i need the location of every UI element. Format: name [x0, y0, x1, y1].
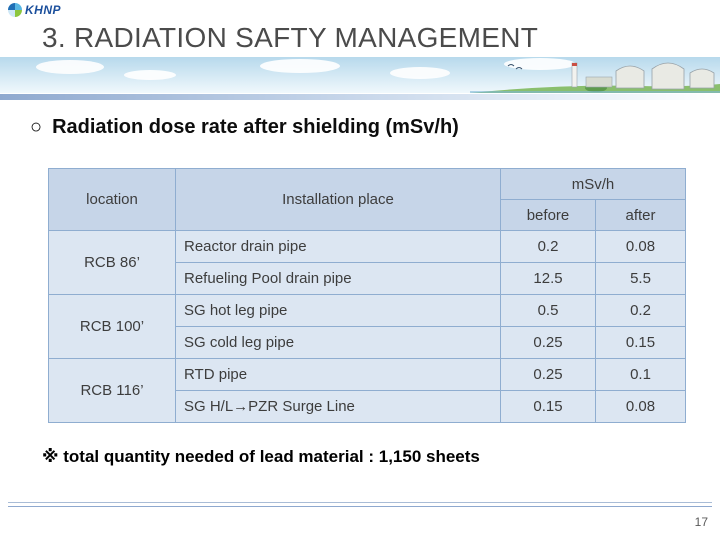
table-row: Refueling Pool drain pipe 12.5 5.5	[49, 262, 687, 295]
table-row: RCB 86’ Reactor drain pipe 0.2 0.08	[48, 230, 687, 295]
after-cell: 0.1	[594, 358, 687, 391]
section-heading-text: Radiation dose rate after shielding (mSv…	[52, 116, 459, 138]
water-shape	[470, 91, 720, 93]
after-cell: 0.2	[594, 294, 687, 327]
after-cell: 5.5	[594, 262, 687, 295]
dose-table: location Installation place mSv/h before…	[48, 168, 687, 423]
table-header-row: location Installation place mSv/h	[48, 168, 687, 231]
dose-table-body: RCB 86’ Reactor drain pipe 0.2 0.08 Refuelin…	[48, 230, 687, 423]
cloud-shapes	[36, 58, 576, 80]
header-place: Installation place	[175, 168, 501, 231]
place-cell: SG H/L→PZR Surge Line	[175, 390, 501, 423]
before-cell: 0.25	[500, 326, 596, 359]
header-before: before	[500, 199, 596, 231]
chimney-icon	[571, 62, 578, 88]
footnote: ※ total quantity needed of lead material…	[42, 447, 480, 466]
plant-building	[585, 76, 613, 88]
place-cell: SG cold leg pipe	[175, 326, 501, 359]
before-cell: 0.5	[500, 294, 596, 327]
containment-dome-icon	[615, 62, 715, 90]
header-unit: mSv/h	[499, 168, 687, 200]
table-row: SG H/L→PZR Surge Line 0.15 0.08	[49, 390, 687, 423]
logo-icon	[8, 3, 22, 17]
header-location: location	[48, 168, 176, 231]
before-cell: 12.5	[500, 262, 596, 295]
place-cell: SG hot leg pipe	[175, 294, 501, 327]
khnp-logo: KHNP	[8, 3, 61, 17]
circle-bullet-icon: ○	[30, 116, 43, 138]
footer-divider-top	[8, 502, 712, 503]
banner-divider	[0, 94, 720, 100]
before-cell: 0.2	[500, 230, 596, 263]
header-after: after	[594, 199, 687, 231]
logo-text: KHNP	[25, 3, 62, 17]
place-cell: RTD pipe	[175, 358, 501, 391]
footer-divider-bottom	[8, 506, 712, 507]
table-row: SG cold leg pipe 0.25 0.15	[49, 326, 687, 359]
plant-banner-illustration	[0, 57, 720, 93]
before-cell: 0.25	[500, 358, 596, 391]
location-cell: RCB 86’	[48, 230, 176, 295]
place-cell: Reactor drain pipe	[175, 230, 501, 263]
slide-title: 3. RADIATION SAFTY MANAGEMENT	[42, 22, 539, 53]
section-heading: ○ Radiation dose rate after shielding (mS…	[30, 116, 459, 139]
table-row: RCB 116’ RTD pipe 0.25 0.1	[48, 358, 687, 423]
table-row: RCB 100’ SG hot leg pipe 0.5 0.2	[48, 294, 687, 359]
before-cell: 0.15	[500, 390, 596, 423]
place-cell: Refueling Pool drain pipe	[175, 262, 501, 295]
banner	[0, 57, 720, 93]
location-cell: RCB 100’	[48, 294, 176, 359]
location-cell: RCB 116’	[48, 358, 176, 423]
after-cell: 0.08	[594, 390, 687, 423]
after-cell: 0.08	[594, 230, 687, 263]
after-cell: 0.15	[594, 326, 687, 359]
page-number: 17	[694, 515, 708, 529]
bird-icon	[507, 64, 523, 70]
